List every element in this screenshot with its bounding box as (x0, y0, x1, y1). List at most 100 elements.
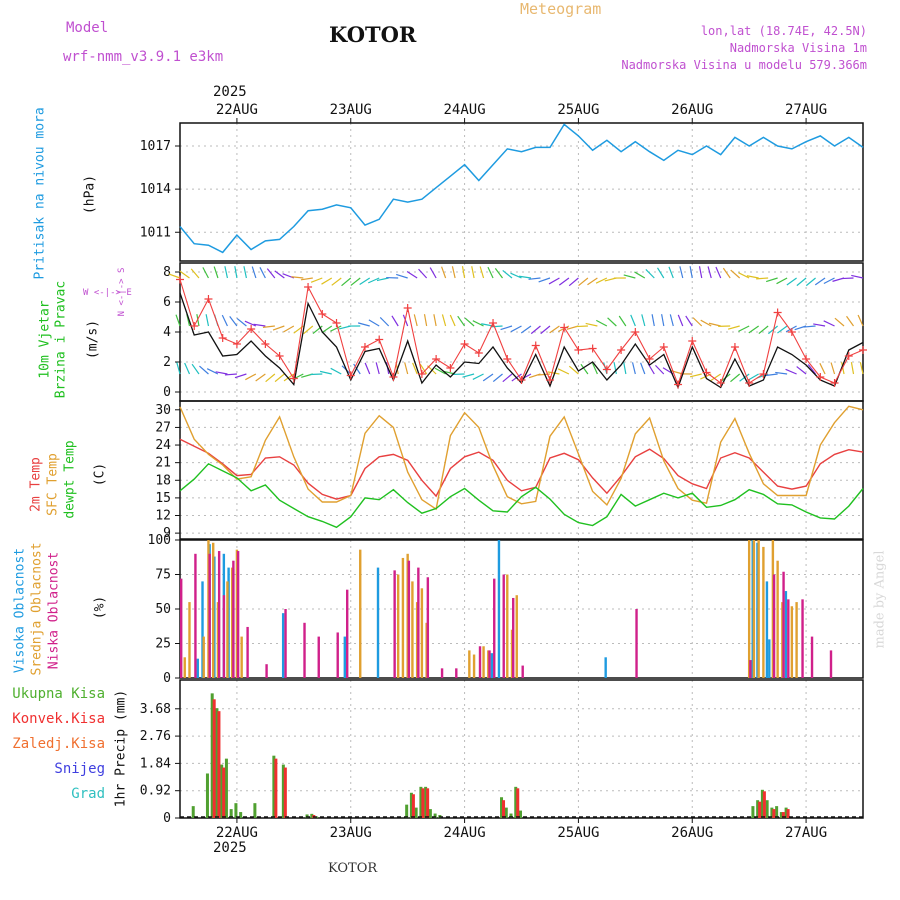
wind-barb (823, 277, 835, 285)
wind-barb (710, 373, 722, 382)
total-precip-bar (220, 764, 224, 818)
wind-barb (540, 325, 551, 335)
gust-marker (659, 343, 668, 351)
wind-barb (449, 314, 456, 327)
conv-precip-bar (426, 788, 430, 818)
y-tick-label: 3.68 (140, 702, 171, 717)
wind-barb (224, 373, 237, 376)
wind-barb (253, 323, 266, 327)
wind-barb (841, 277, 854, 280)
mid-cloud-bar (776, 560, 779, 678)
total-precip-bar (310, 813, 314, 818)
low-cloud-bar (393, 570, 396, 678)
wind-barb (272, 325, 285, 331)
gust-marker (261, 340, 270, 348)
wind-barb (830, 362, 836, 375)
conv-precip-bar (212, 699, 216, 818)
wind-barb (698, 266, 703, 279)
wind-barb (655, 364, 665, 375)
gust-marker (688, 337, 697, 345)
gust-marker (218, 334, 227, 342)
low-cloud-bar (246, 626, 249, 678)
mid-cloud-bar (188, 602, 191, 678)
y-tick-label: 2.76 (140, 729, 171, 744)
gust-marker (204, 295, 213, 303)
wind-barb (461, 266, 466, 279)
wind-barb (184, 362, 191, 375)
wind-barb (434, 367, 446, 375)
total-precip-bar (519, 810, 522, 818)
wind-barb (471, 266, 475, 279)
wind-barb (190, 268, 200, 279)
wind-barb (224, 266, 229, 279)
mid-cloud-bar (757, 540, 760, 678)
low-cloud-bar (180, 578, 183, 678)
wind-barb (191, 363, 200, 375)
wind-barb (244, 320, 257, 327)
gust-marker (859, 346, 867, 354)
wind-barb (765, 373, 778, 377)
gust-marker (346, 371, 355, 380)
mid-cloud-bar (411, 581, 414, 678)
temp-2m-line (179, 438, 864, 500)
pressure-line (179, 123, 864, 254)
wind-barb (479, 266, 485, 279)
station-title: KOTOR (329, 22, 417, 47)
wind-barb (814, 277, 826, 286)
wind-barb (538, 277, 551, 283)
wind-barb (502, 373, 513, 383)
gust-marker (275, 352, 284, 360)
wind-barb (441, 266, 447, 279)
gust-marker (802, 355, 811, 363)
wind-barb (433, 314, 437, 327)
total-precip-bar (751, 806, 755, 818)
wind-barb (758, 325, 769, 335)
panel-frame (179, 122, 864, 262)
gust-marker (289, 374, 298, 383)
wind-barb (677, 314, 684, 327)
gust-marker (318, 310, 327, 318)
wind-barb (396, 273, 408, 279)
wind-barb (823, 320, 835, 327)
sfc-temp-line (179, 405, 864, 511)
wind-barb (645, 269, 655, 279)
gust-marker (531, 341, 540, 350)
wind-barb (245, 373, 257, 381)
y-tick-label: 15 (155, 491, 171, 506)
wind-barb (803, 325, 816, 328)
gust-marker (432, 355, 441, 363)
wind-barb (765, 277, 778, 283)
total-precip-bar (234, 803, 238, 818)
low-cloud-bar (493, 578, 496, 678)
wind-barb (510, 325, 522, 333)
wind-barb (321, 277, 333, 285)
conv-precip-bar (758, 801, 762, 818)
wind-barb (756, 277, 769, 280)
precip-legend-conv: Konvek.Kisa (12, 711, 105, 727)
wind-barb (451, 266, 456, 279)
total-precip-bar (229, 809, 233, 818)
wind-barb (234, 266, 238, 279)
wind-barb (528, 277, 541, 280)
precip-legend-total: Ukupna Kisa (12, 686, 105, 702)
gust-marker (560, 323, 569, 332)
wind-barb (243, 266, 247, 279)
high-cloud-bar (765, 581, 769, 678)
low-cloud-bar (417, 567, 420, 678)
mid-cloud-bar (506, 574, 509, 678)
low-cloud-bar (346, 589, 349, 678)
low-cloud-bar (488, 650, 491, 678)
total-precip-bar (428, 809, 432, 818)
gust-marker (787, 328, 796, 336)
wind-barb (580, 363, 589, 375)
wind-barb (259, 267, 266, 279)
gust-marker (574, 346, 583, 354)
wind-barb (630, 314, 636, 327)
low-cloud-bar (521, 665, 524, 678)
wind-barb (689, 373, 702, 378)
mid-cloud-bar (795, 602, 798, 678)
meteogram-title: Meteogram (520, 0, 602, 18)
y-tick-label: 24 (155, 438, 171, 453)
total-precip-bar (514, 786, 518, 818)
high-cloud-bar (497, 540, 501, 678)
